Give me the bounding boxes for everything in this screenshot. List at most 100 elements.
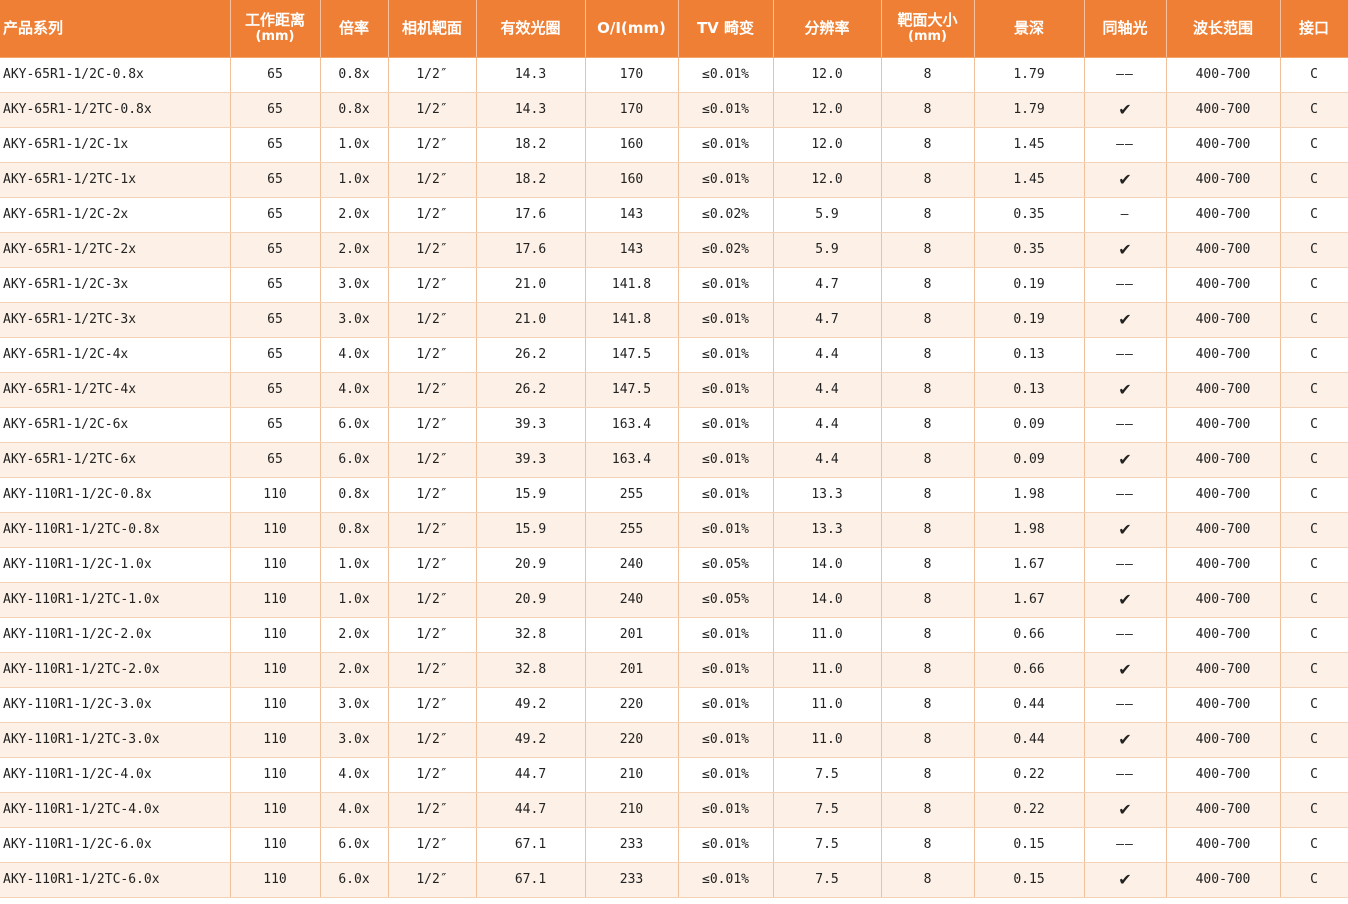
cell-sensor-size: 8 <box>881 267 975 303</box>
cell-sensor-format: 1/2″ <box>388 232 477 268</box>
coaxial-none-dash: —— <box>1084 757 1167 793</box>
cell-object-image-distance: 255 <box>585 512 679 548</box>
cell-sensor-format: 1/2″ <box>388 547 477 583</box>
cell-wavelength-range: 400-700 <box>1166 477 1281 513</box>
cell-resolution: 11.0 <box>773 617 882 653</box>
cell-effective-aperture: 14.3 <box>476 92 586 128</box>
cell-effective-aperture: 21.0 <box>476 267 586 303</box>
cell-sensor-size: 8 <box>881 197 975 233</box>
coaxial-check-icon: ✔ <box>1084 232 1167 268</box>
cell-mount-interface: C <box>1280 652 1348 688</box>
cell-effective-aperture: 44.7 <box>476 792 586 828</box>
cell-magnification: 1.0x <box>320 547 389 583</box>
cell-magnification: 3.0x <box>320 267 389 303</box>
table-row: AKY-110R1-1/2C-3.0x 110 3.0x 1/2″ 49.2 220 ≤0.… <box>0 687 1348 723</box>
coaxial-none-dash: —— <box>1084 127 1167 163</box>
cell-sensor-size: 8 <box>881 827 975 863</box>
header-magnification: 倍率 <box>320 0 389 58</box>
cell-wavelength-range: 400-700 <box>1166 617 1281 653</box>
cell-depth-of-field: 1.67 <box>974 547 1085 583</box>
cell-working-distance: 65 <box>230 197 321 233</box>
cell-mount-interface: C <box>1280 722 1348 758</box>
cell-depth-of-field: 0.19 <box>974 302 1085 338</box>
coaxial-check-icon: ✔ <box>1084 512 1167 548</box>
cell-magnification: 1.0x <box>320 582 389 618</box>
table-row: AKY-65R1-1/2TC-0.8x 65 0.8x 1/2″ 14.3 170 ≤0.0… <box>0 92 1348 128</box>
cell-depth-of-field: 1.98 <box>974 477 1085 513</box>
cell-depth-of-field: 1.79 <box>974 57 1085 93</box>
cell-wavelength-range: 400-700 <box>1166 337 1281 373</box>
cell-depth-of-field: 0.13 <box>974 372 1085 408</box>
cell-sensor-format: 1/2″ <box>388 512 477 548</box>
cell-effective-aperture: 14.3 <box>476 57 586 93</box>
cell-working-distance: 65 <box>230 267 321 303</box>
cell-product-series: AKY-65R1-1/2C-0.8x <box>0 57 231 93</box>
cell-magnification: 2.0x <box>320 232 389 268</box>
cell-wavelength-range: 400-700 <box>1166 162 1281 198</box>
cell-object-image-distance: 210 <box>585 757 679 793</box>
coaxial-check-icon: ✔ <box>1084 652 1167 688</box>
cell-depth-of-field: 0.09 <box>974 442 1085 478</box>
cell-depth-of-field: 0.15 <box>974 827 1085 863</box>
header-mount-interface: 接口 <box>1280 0 1348 58</box>
header-tv-distortion: TV 畸变 <box>678 0 774 58</box>
cell-resolution: 7.5 <box>773 862 882 898</box>
cell-object-image-distance: 141.8 <box>585 267 679 303</box>
cell-sensor-format: 1/2″ <box>388 862 477 898</box>
cell-object-image-distance: 141.8 <box>585 302 679 338</box>
cell-resolution: 4.4 <box>773 442 882 478</box>
cell-depth-of-field: 1.79 <box>974 92 1085 128</box>
cell-mount-interface: C <box>1280 617 1348 653</box>
cell-resolution: 5.9 <box>773 197 882 233</box>
cell-magnification: 4.0x <box>320 792 389 828</box>
cell-tv-distortion: ≤0.01% <box>678 442 774 478</box>
cell-effective-aperture: 39.3 <box>476 442 586 478</box>
cell-object-image-distance: 170 <box>585 57 679 93</box>
table-row: AKY-110R1-1/2C-4.0x 110 4.0x 1/2″ 44.7 210 ≤0.… <box>0 757 1348 793</box>
cell-effective-aperture: 44.7 <box>476 757 586 793</box>
cell-depth-of-field: 0.09 <box>974 407 1085 443</box>
table-row: AKY-65R1-1/2TC-3x 65 3.0x 1/2″ 21.0 141.8 ≤0.0… <box>0 302 1348 338</box>
cell-tv-distortion: ≤0.01% <box>678 652 774 688</box>
table-row: AKY-110R1-1/2C-0.8x 110 0.8x 1/2″ 15.9 255 ≤0.… <box>0 477 1348 513</box>
cell-depth-of-field: 1.98 <box>974 512 1085 548</box>
table-row: AKY-110R1-1/2TC-1.0x 110 1.0x 1/2″ 20.9 240 ≤0… <box>0 582 1348 618</box>
cell-mount-interface: C <box>1280 547 1348 583</box>
cell-wavelength-range: 400-700 <box>1166 267 1281 303</box>
cell-working-distance: 110 <box>230 547 321 583</box>
cell-mount-interface: C <box>1280 232 1348 268</box>
cell-working-distance: 65 <box>230 407 321 443</box>
cell-tv-distortion: ≤0.01% <box>678 92 774 128</box>
table-row: AKY-110R1-1/2TC-4.0x 110 4.0x 1/2″ 44.7 210 ≤0… <box>0 792 1348 828</box>
cell-working-distance: 110 <box>230 722 321 758</box>
cell-product-series: AKY-110R1-1/2TC-6.0x <box>0 862 231 898</box>
cell-sensor-size: 8 <box>881 372 975 408</box>
cell-resolution: 14.0 <box>773 582 882 618</box>
cell-tv-distortion: ≤0.01% <box>678 162 774 198</box>
cell-working-distance: 110 <box>230 862 321 898</box>
cell-working-distance: 65 <box>230 232 321 268</box>
cell-sensor-size: 8 <box>881 442 975 478</box>
cell-tv-distortion: ≤0.01% <box>678 477 774 513</box>
cell-wavelength-range: 400-700 <box>1166 652 1281 688</box>
cell-sensor-format: 1/2″ <box>388 722 477 758</box>
cell-wavelength-range: 400-700 <box>1166 547 1281 583</box>
header-resolution: 分辨率 <box>773 0 882 58</box>
cell-mount-interface: C <box>1280 512 1348 548</box>
cell-tv-distortion: ≤0.01% <box>678 617 774 653</box>
cell-sensor-format: 1/2″ <box>388 477 477 513</box>
table-row: AKY-110R1-1/2TC-0.8x 110 0.8x 1/2″ 15.9 255 ≤0… <box>0 512 1348 548</box>
cell-effective-aperture: 49.2 <box>476 722 586 758</box>
cell-working-distance: 110 <box>230 827 321 863</box>
cell-depth-of-field: 0.22 <box>974 792 1085 828</box>
table-row: AKY-65R1-1/2C-1x 65 1.0x 1/2″ 18.2 160 ≤0.01% 1… <box>0 127 1348 163</box>
cell-resolution: 12.0 <box>773 57 882 93</box>
cell-resolution: 4.7 <box>773 267 882 303</box>
coaxial-none-dash: —— <box>1084 617 1167 653</box>
cell-magnification: 3.0x <box>320 687 389 723</box>
table-row: AKY-65R1-1/2TC-4x 65 4.0x 1/2″ 26.2 147.5 ≤0.0… <box>0 372 1348 408</box>
cell-tv-distortion: ≤0.01% <box>678 827 774 863</box>
cell-product-series: AKY-110R1-1/2C-6.0x <box>0 827 231 863</box>
cell-working-distance: 65 <box>230 337 321 373</box>
